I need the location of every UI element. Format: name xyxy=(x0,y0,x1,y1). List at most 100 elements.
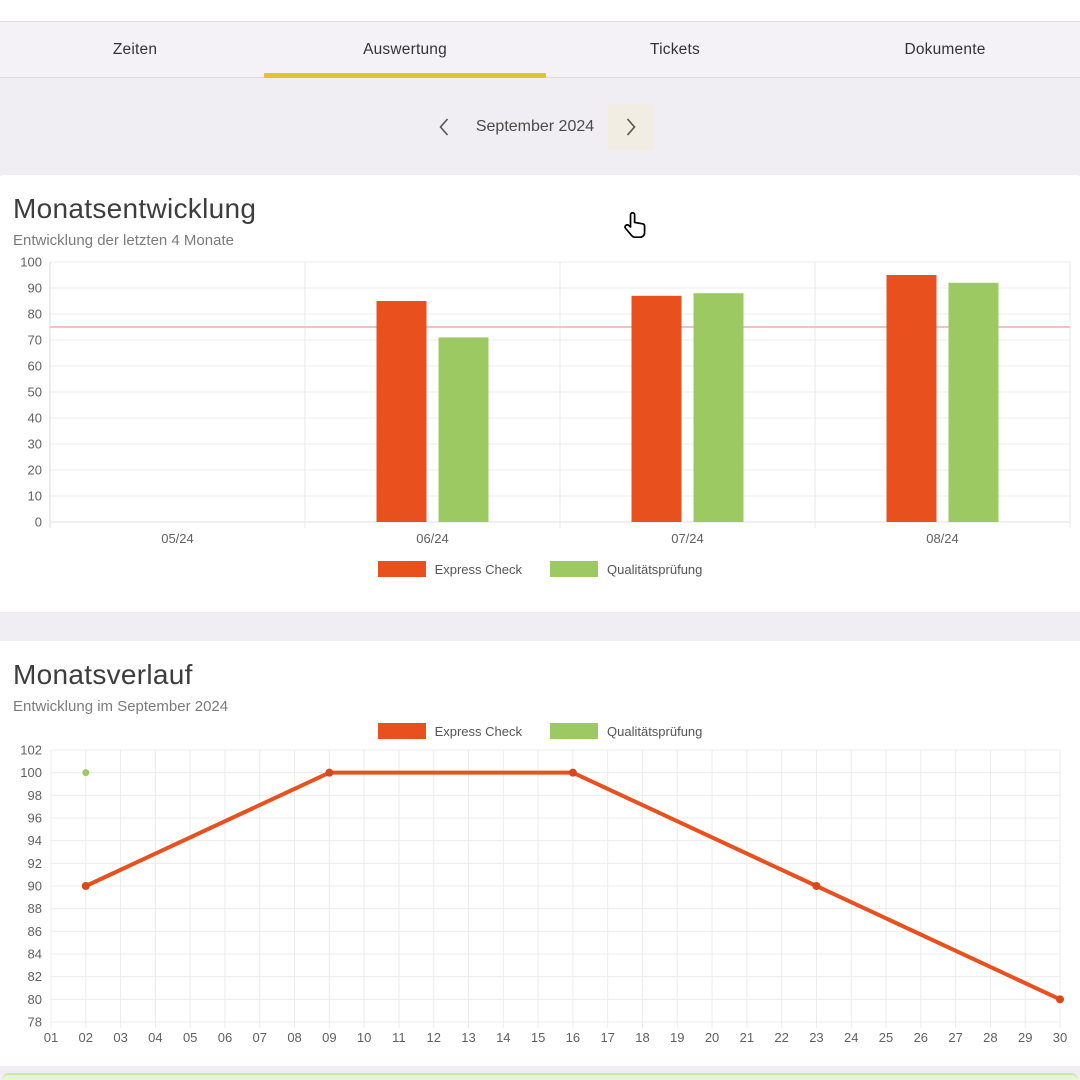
next-month-button[interactable] xyxy=(608,103,655,150)
x-tick-label: 26 xyxy=(914,1030,928,1045)
bar-qualitaet-07/24 xyxy=(693,293,744,522)
x-tick-label: 06 xyxy=(218,1030,232,1045)
active-tab-underline xyxy=(264,73,546,78)
x-tick-label: 10 xyxy=(357,1030,371,1045)
monatsverlauf-card: Monatsverlauf Entwicklung im September 2… xyxy=(0,641,1080,1066)
x-tick-label: 05/24 xyxy=(161,531,194,546)
x-tick-label: 09 xyxy=(322,1030,336,1045)
y-tick-label: 50 xyxy=(28,385,42,400)
x-tick-label: 15 xyxy=(531,1030,545,1045)
tab-tickets-label: Tickets xyxy=(650,40,700,58)
x-tick-label: 17 xyxy=(600,1030,614,1045)
y-tick-label: 90 xyxy=(28,281,42,296)
x-tick-label: 04 xyxy=(148,1030,162,1045)
x-tick-label: 22 xyxy=(774,1030,788,1045)
legend-item-express-check: Express Check xyxy=(377,561,522,577)
point-express-23 xyxy=(812,882,821,890)
x-tick-label: 07/24 xyxy=(671,531,704,546)
prev-month-button[interactable] xyxy=(426,109,462,145)
y-tick-label: 88 xyxy=(28,901,42,916)
x-tick-label: 03 xyxy=(113,1030,127,1045)
tab-auswertung-label: Auswertung xyxy=(363,40,447,58)
month-navigator: September 2024 xyxy=(0,78,1080,239)
y-tick-label: 0 xyxy=(35,515,42,530)
express-check-swatch-icon xyxy=(377,561,426,577)
y-tick-label: 60 xyxy=(28,359,42,374)
x-tick-label: 01 xyxy=(44,1030,58,1045)
y-tick-label: 80 xyxy=(28,992,42,1007)
bar-express-07/24 xyxy=(631,295,682,522)
x-tick-label: 30 xyxy=(1053,1030,1067,1045)
y-tick-label: 94 xyxy=(28,833,42,848)
bar-chart-legend: Express Check Qualitätsprüfung xyxy=(0,561,1080,577)
bar-express-08/24 xyxy=(886,275,937,522)
x-tick-label: 08/24 xyxy=(926,531,959,546)
x-tick-label: 28 xyxy=(983,1030,997,1045)
x-tick-label: 11 xyxy=(392,1030,406,1045)
y-tick-label: 100 xyxy=(20,765,42,780)
bar-express-06/24 xyxy=(376,301,427,522)
x-tick-label: 02 xyxy=(79,1030,93,1045)
x-tick-label: 14 xyxy=(496,1030,510,1045)
y-tick-label: 90 xyxy=(28,879,42,894)
bottom-green-panel xyxy=(2,1073,1078,1080)
x-tick-label: 13 xyxy=(461,1030,475,1045)
x-tick-label: 07 xyxy=(253,1030,267,1045)
x-tick-label: 06/24 xyxy=(416,531,449,546)
tab-zeiten[interactable]: Zeiten xyxy=(0,22,270,77)
point-express-30 xyxy=(1056,995,1064,1004)
point-express-02 xyxy=(81,882,90,890)
x-tick-label: 08 xyxy=(287,1030,301,1045)
x-tick-label: 24 xyxy=(844,1030,858,1045)
point-qualitaet-02 xyxy=(82,769,90,777)
line-chart-legend: Express Check Qualitätsprüfung xyxy=(0,723,1080,739)
bar-chart-subtitle: Entwicklung der letzten 4 Monate xyxy=(13,232,234,249)
tab-auswertung[interactable]: Auswertung xyxy=(264,22,546,78)
legend-label: Qualitätsprüfung xyxy=(607,561,703,577)
x-tick-label: 12 xyxy=(426,1030,440,1045)
chevron-left-icon xyxy=(439,117,448,136)
tab-tickets[interactable]: Tickets xyxy=(540,22,810,77)
qualitaetspruefung-swatch-icon xyxy=(550,723,598,739)
x-tick-label: 27 xyxy=(948,1030,962,1045)
x-tick-label: 21 xyxy=(740,1030,754,1045)
legend-label: Express Check xyxy=(434,723,522,739)
tab-dokumente[interactable]: Dokumente xyxy=(810,22,1080,77)
point-express-09 xyxy=(325,768,334,777)
bar-qualitaet-06/24 xyxy=(438,337,489,522)
y-tick-label: 78 xyxy=(28,1015,42,1030)
y-tick-label: 100 xyxy=(20,255,42,270)
top-white-strip xyxy=(0,0,1080,22)
line-chart-title: Monatsverlauf xyxy=(13,659,193,690)
line-chart-subtitle: Entwicklung im September 2024 xyxy=(13,698,229,715)
y-tick-label: 10 xyxy=(28,489,42,504)
y-tick-label: 82 xyxy=(28,969,42,984)
month-label: September 2024 xyxy=(475,117,595,135)
legend-label: Express Check xyxy=(434,561,522,577)
monatsentwicklung-card: Monatsentwicklung Entwicklung der letzte… xyxy=(0,175,1080,612)
bar-chart-title: Monatsentwicklung xyxy=(13,193,257,224)
x-tick-label: 25 xyxy=(879,1030,893,1045)
y-tick-label: 84 xyxy=(28,947,42,962)
legend-item-qualitaetspruefung: Qualitätsprüfung xyxy=(550,723,702,739)
x-tick-label: 16 xyxy=(566,1030,580,1045)
x-tick-label: 18 xyxy=(635,1030,649,1045)
x-tick-label: 23 xyxy=(809,1030,823,1045)
y-tick-label: 92 xyxy=(28,856,42,871)
point-express-16 xyxy=(568,768,577,777)
y-tick-label: 80 xyxy=(28,307,42,322)
chevron-right-icon xyxy=(627,117,636,136)
y-tick-label: 20 xyxy=(28,463,42,478)
express-check-swatch-icon xyxy=(377,723,426,739)
legend-label: Qualitätsprüfung xyxy=(607,723,703,739)
y-tick-label: 98 xyxy=(28,788,42,803)
y-tick-label: 30 xyxy=(28,437,42,452)
tab-dokumente-label: Dokumente xyxy=(904,40,986,58)
x-tick-label: 19 xyxy=(670,1030,684,1045)
tab-bar: Zeiten Auswertung Tickets Dokumente xyxy=(0,22,1080,78)
qualitaetspruefung-swatch-icon xyxy=(550,561,598,577)
bar-chart-canvas: 0 10 20 30 40 50 60 70 80 90 100 05/24 06/24 07/24 08/… xyxy=(20,255,1071,546)
legend-item-express-check: Express Check xyxy=(377,723,522,739)
tab-zeiten-label: Zeiten xyxy=(112,40,158,58)
